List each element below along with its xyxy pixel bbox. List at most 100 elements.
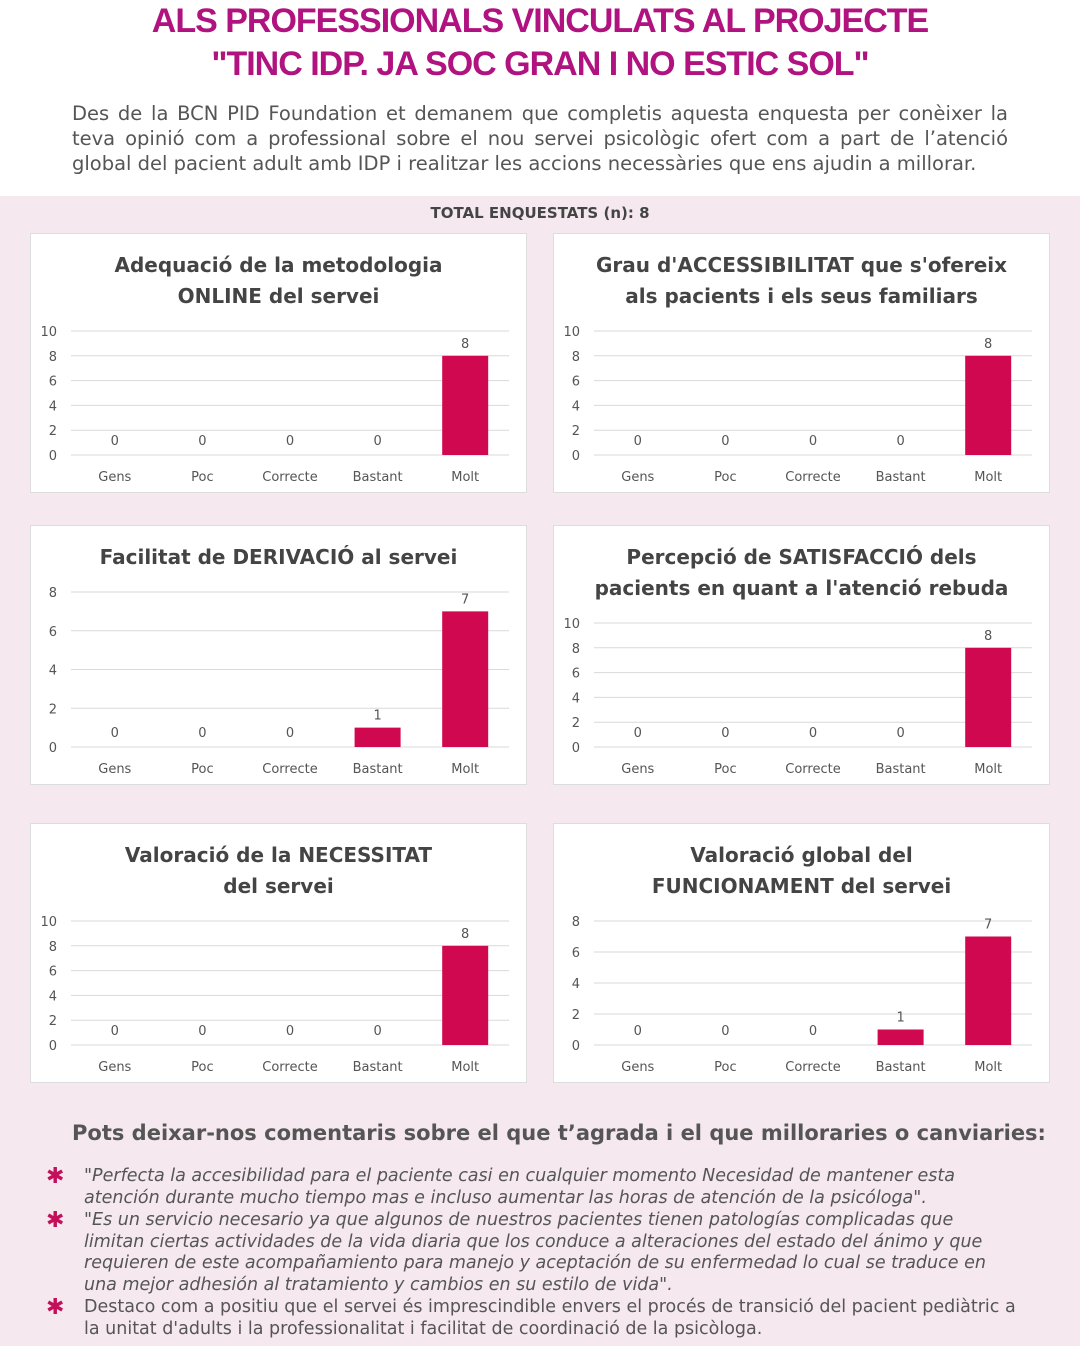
- chart-card: Facilitat de DERIVACIÓ al servei 0 2 4 6 8 Gen…: [30, 525, 527, 785]
- y-tick-label: 2: [572, 424, 580, 439]
- y-tick-label: 2: [49, 702, 57, 717]
- y-tick-label: 0: [572, 1039, 580, 1054]
- chart-card: Valoració global del FUNCIONAMENT del ser…: [553, 823, 1050, 1083]
- y-tick-label: 4: [49, 664, 57, 679]
- bar-chart: 0 2 4 6 8 10 Gens 0 Poc 0 Correcte 0 Bastant 0 Molt 8: [563, 617, 1032, 777]
- chart-card: Percepció de SATISFACCIÓ dels pacients en…: [553, 525, 1050, 785]
- data-label: 0: [198, 726, 206, 741]
- data-label: 8: [984, 629, 992, 644]
- y-tick-label: 2: [49, 424, 57, 439]
- data-label: 0: [198, 434, 206, 449]
- data-label: 0: [373, 1024, 381, 1039]
- bar: [965, 936, 1012, 1045]
- y-tick-label: 8: [49, 586, 57, 601]
- y-tick-label: 0: [49, 741, 57, 756]
- y-tick-label: 0: [572, 449, 580, 464]
- chart-card: Grau d'ACCESSIBILITAT que s'ofereix als p…: [553, 233, 1050, 493]
- x-tick-label: Poc: [714, 470, 736, 485]
- data-label: 8: [984, 337, 992, 352]
- total-respondents: TOTAL ENQUESTATS (n): 8: [430, 204, 650, 222]
- chart-title: Valoració de la NECESSITAT del servei: [31, 840, 526, 902]
- y-tick-label: 6: [572, 375, 580, 390]
- y-tick-label: 4: [49, 399, 57, 414]
- bar: [877, 1029, 924, 1045]
- chart-title-line: FUNCIONAMENT del servei: [651, 874, 952, 898]
- chart-title-line: Grau d'ACCESSIBILITAT que s'ofereix: [595, 253, 1008, 277]
- x-tick-label: Bastant: [876, 762, 926, 777]
- data-label: 8: [461, 337, 469, 352]
- data-label: 0: [634, 726, 642, 741]
- chart-title-line: Valoració de la NECESSITAT: [124, 843, 433, 867]
- y-tick-label: 0: [49, 1039, 57, 1054]
- y-tick-label: 4: [572, 691, 580, 706]
- intro-text: Des de la BCN PID Foundation et demanem …: [72, 102, 1008, 175]
- y-tick-label: 8: [572, 350, 580, 365]
- y-tick-label: 2: [572, 716, 580, 731]
- bar: [442, 945, 489, 1045]
- x-tick-label: Bastant: [353, 1060, 403, 1075]
- x-tick-label: Correcte: [262, 762, 317, 777]
- chart-title-line: del servei: [223, 874, 334, 898]
- x-tick-label: Molt: [974, 1060, 1002, 1075]
- x-tick-label: Correcte: [785, 762, 840, 777]
- y-tick-label: 4: [572, 399, 580, 414]
- x-tick-label: Gens: [98, 762, 131, 777]
- bar: [965, 647, 1012, 747]
- chart-title-line: als pacients i els seus familiars: [625, 284, 978, 308]
- data-label: 0: [373, 434, 381, 449]
- y-tick-label: 6: [572, 946, 580, 961]
- asterisk-icon: ✱: [46, 1295, 65, 1320]
- x-tick-label: Gens: [621, 470, 654, 485]
- x-tick-label: Gens: [621, 762, 654, 777]
- data-label: 0: [809, 434, 817, 449]
- data-label: 0: [896, 434, 904, 449]
- x-tick-label: Correcte: [262, 470, 317, 485]
- data-label: 0: [896, 726, 904, 741]
- bar-chart: 0 2 4 6 8 Gens 0 Poc 0 Correcte 0 Bastant 1 Molt 7: [572, 915, 1032, 1075]
- data-label: 1: [896, 1011, 904, 1026]
- chart-title-line: pacients en quant a l'atenció rebuda: [594, 576, 1009, 600]
- chart-title-line: Adequació de la metodologia: [114, 253, 443, 277]
- comment-item: ✱ Destaco com a positiu que el servei és …: [46, 1295, 1016, 1339]
- comments-heading: Pots deixar-nos comentaris sobre el que …: [72, 1121, 1046, 1145]
- y-tick-label: 4: [49, 989, 57, 1004]
- y-tick-label: 8: [49, 350, 57, 365]
- y-tick-label: 8: [572, 915, 580, 930]
- chart-title: Grau d'ACCESSIBILITAT que s'ofereix als p…: [554, 250, 1049, 312]
- x-tick-label: Poc: [191, 470, 213, 485]
- chart-card: Adequació de la metodologia ONLINE del se…: [30, 233, 527, 493]
- y-tick-label: 10: [40, 915, 57, 930]
- x-tick-label: Correcte: [785, 1060, 840, 1075]
- chart-title-line: Percepció de SATISFACCIÓ dels: [626, 545, 977, 569]
- x-tick-label: Gens: [98, 1060, 131, 1075]
- x-tick-label: Bastant: [353, 470, 403, 485]
- data-label: 0: [286, 1024, 294, 1039]
- x-tick-label: Poc: [714, 762, 736, 777]
- y-tick-label: 10: [563, 617, 580, 632]
- data-label: 0: [111, 434, 119, 449]
- data-label: 0: [111, 726, 119, 741]
- chart-title-line: Facilitat de DERIVACIÓ al servei: [99, 545, 458, 569]
- data-label: 0: [198, 1024, 206, 1039]
- bar-chart: 0 2 4 6 8 10 Gens 0 Poc 0 Correcte 0 Bastant 0 Molt 8: [563, 325, 1032, 485]
- x-tick-label: Molt: [974, 470, 1002, 485]
- x-tick-label: Molt: [451, 1060, 479, 1075]
- y-tick-label: 2: [572, 1008, 580, 1023]
- bar-chart: 0 2 4 6 8 Gens 0 Poc 0 Correcte 0 Bastant 1 Molt 7: [49, 586, 509, 777]
- y-tick-label: 0: [572, 741, 580, 756]
- title-line-1: ALS PROFESSIONALS VINCULATS AL PROJECTE: [151, 2, 929, 40]
- chart-title: Adequació de la metodologia ONLINE del se…: [31, 250, 526, 312]
- data-label: 0: [721, 726, 729, 741]
- asterisk-icon: ✱: [46, 1164, 65, 1189]
- bar: [442, 355, 489, 455]
- bar-chart: 0 2 4 6 8 10 Gens 0 Poc 0 Correcte 0 Bastant 0 Molt 8: [40, 915, 509, 1075]
- data-label: 8: [461, 927, 469, 942]
- bar-chart: 0 2 4 6 8 10 Gens 0 Poc 0 Correcte 0 Bastant 0 Molt 8: [40, 325, 509, 485]
- x-tick-label: Poc: [191, 1060, 213, 1075]
- data-label: 0: [286, 726, 294, 741]
- data-label: 0: [286, 434, 294, 449]
- y-tick-label: 2: [49, 1014, 57, 1029]
- chart-title: Facilitat de DERIVACIÓ al servei: [31, 542, 526, 573]
- x-tick-label: Poc: [714, 1060, 736, 1075]
- data-label: 7: [461, 592, 469, 607]
